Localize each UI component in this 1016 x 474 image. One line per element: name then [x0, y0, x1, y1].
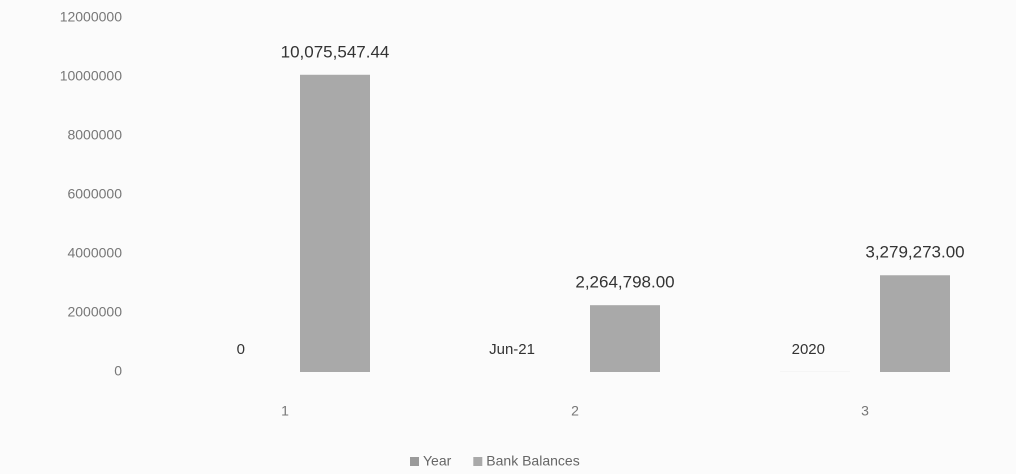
bar — [590, 305, 660, 372]
legend-label: Bank Balances — [486, 453, 579, 469]
bar — [300, 74, 370, 372]
x-tick-label: 2 — [571, 403, 579, 419]
legend-swatch — [410, 457, 419, 466]
bar — [880, 275, 950, 372]
data-label: Jun-21 — [489, 341, 535, 358]
y-tick-label: 0 — [114, 363, 122, 379]
y-tick-label: 8000000 — [67, 127, 122, 143]
data-label: 10,075,547.44 — [281, 42, 390, 61]
y-tick-label: 6000000 — [67, 186, 122, 202]
y-tick-label: 2000000 — [67, 304, 122, 320]
data-label: 0 — [237, 341, 245, 358]
data-label: 2,264,798.00 — [575, 273, 674, 292]
y-tick-label: 12000000 — [60, 9, 123, 25]
y-tick-label: 4000000 — [67, 245, 122, 261]
legend-label: Year — [423, 453, 452, 469]
data-label: 3,279,273.00 — [865, 243, 964, 262]
legend-swatch — [473, 457, 483, 466]
data-label: 2020 — [792, 341, 825, 358]
x-tick-label: 3 — [861, 403, 869, 419]
y-tick-label: 10000000 — [60, 68, 123, 84]
x-tick-label: 1 — [281, 403, 289, 419]
